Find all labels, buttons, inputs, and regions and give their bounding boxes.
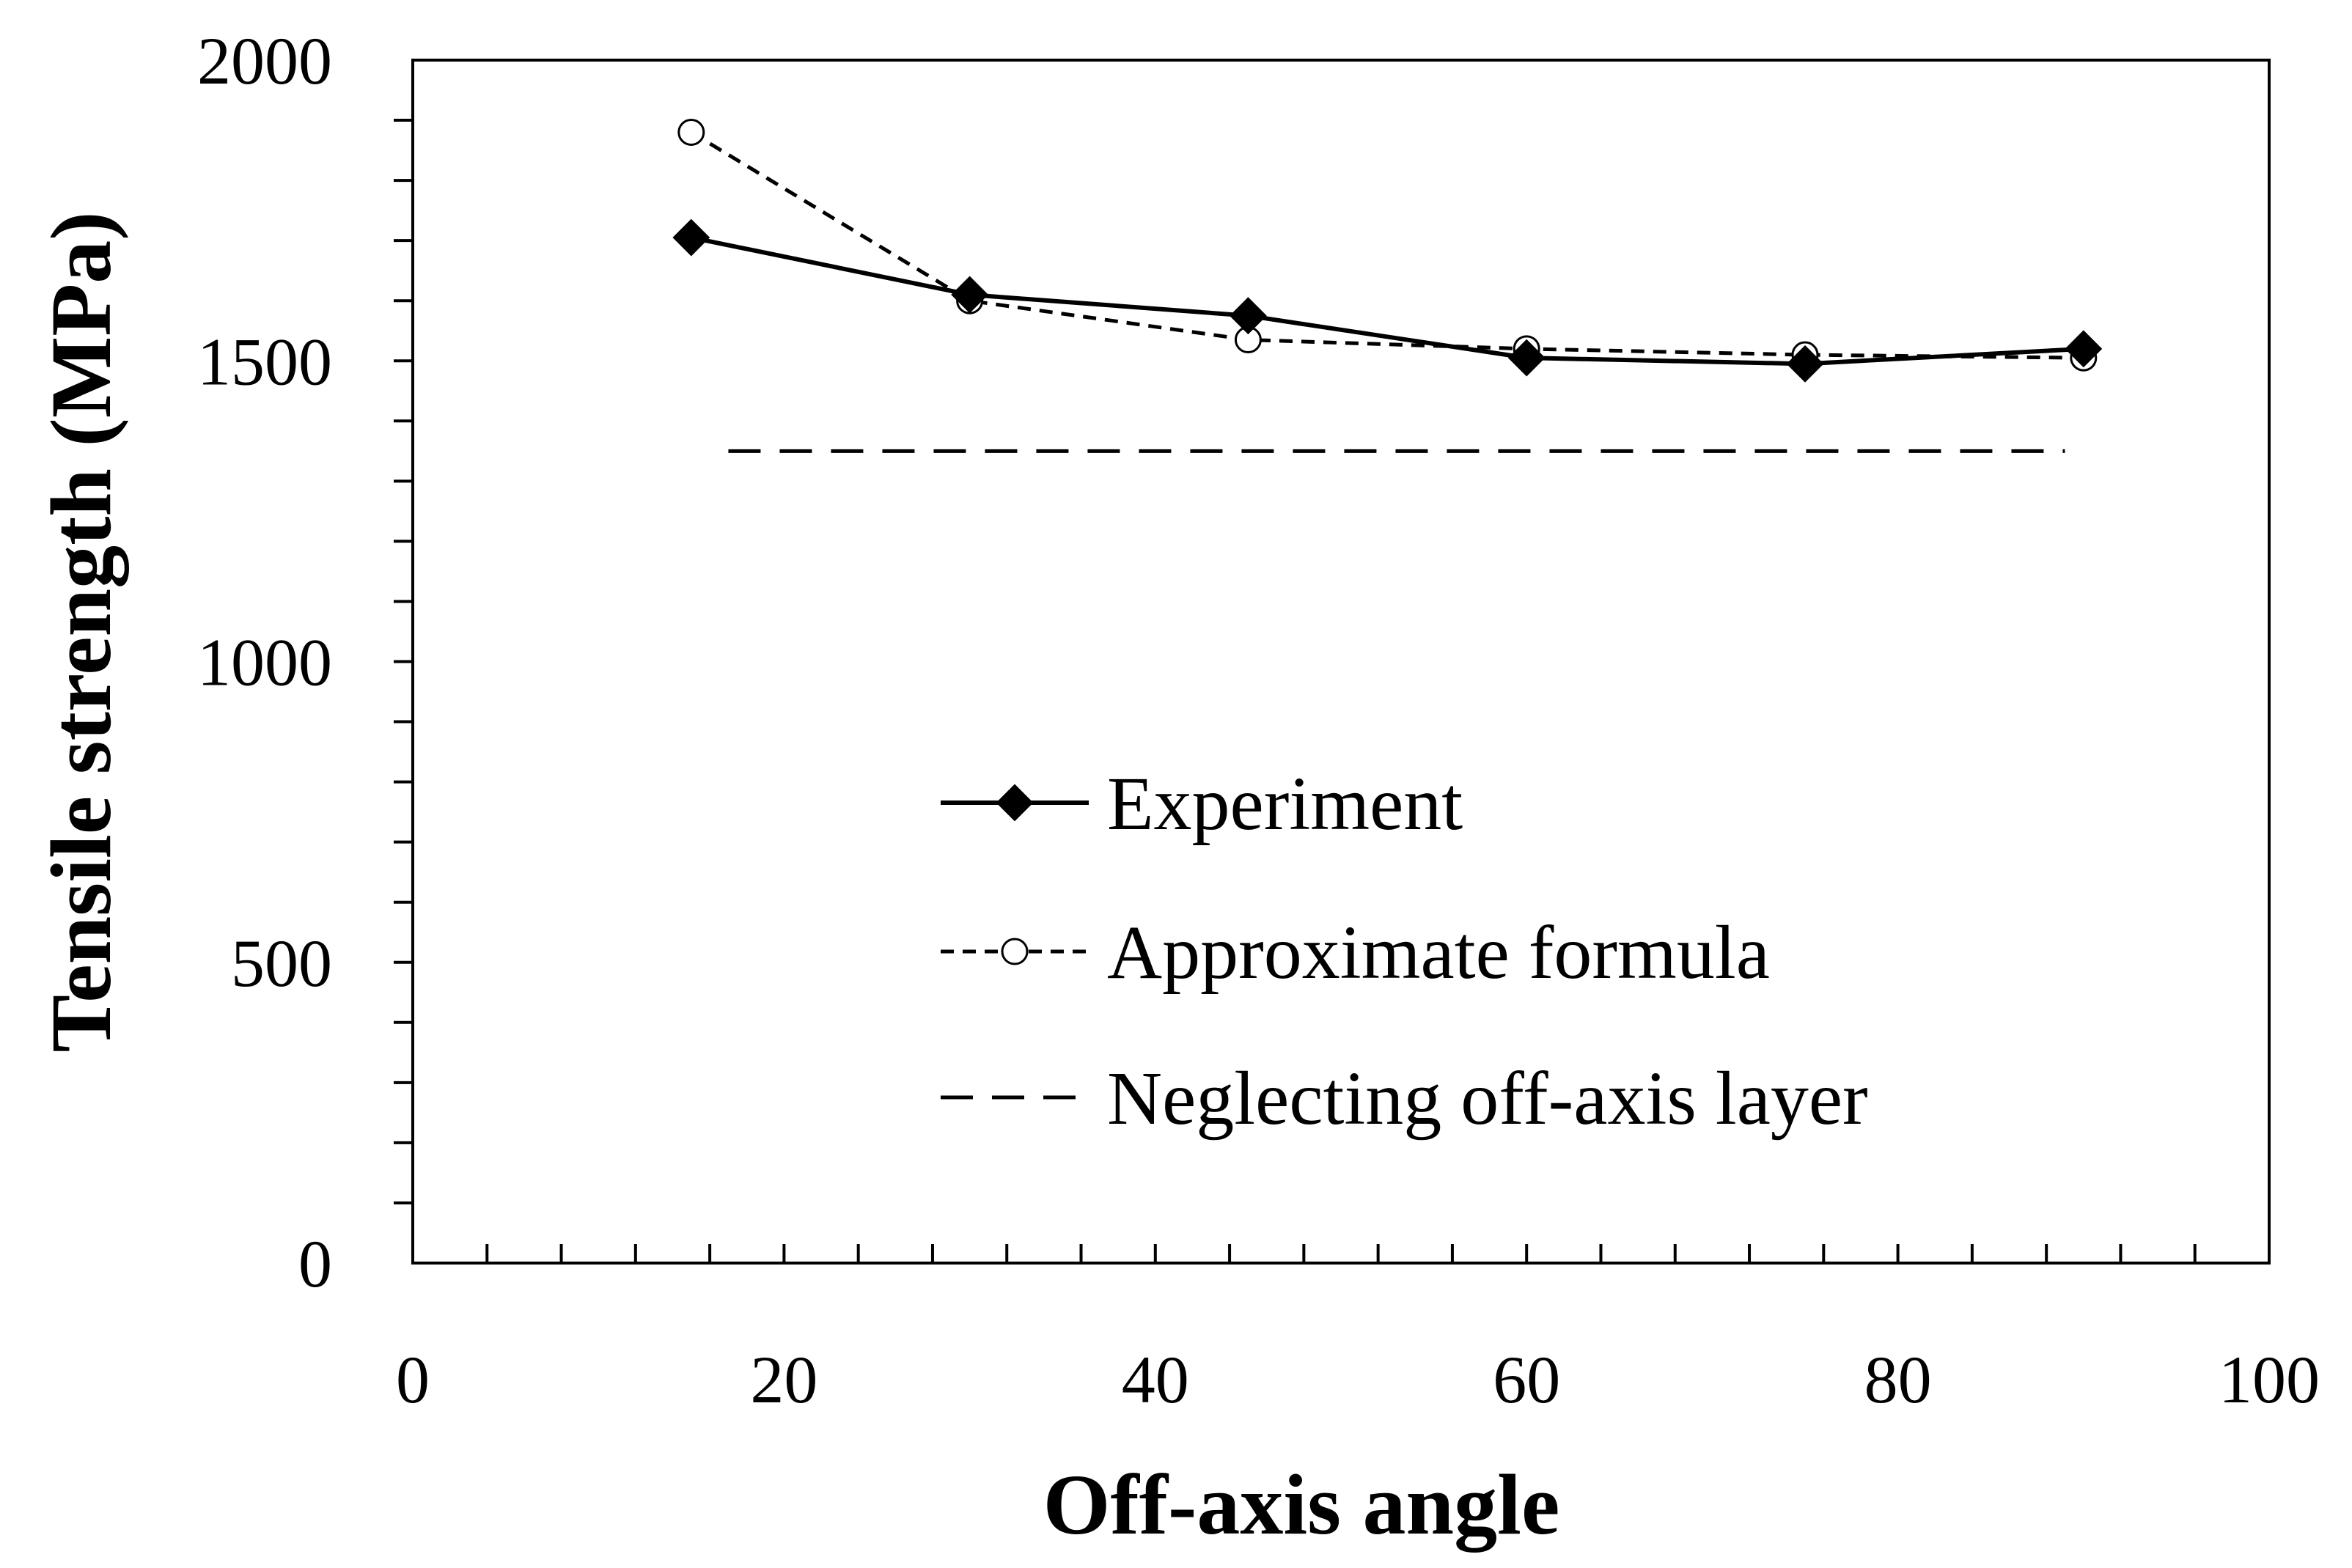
series-experiment xyxy=(672,218,2103,383)
y-axis-title: Tensile strength (MPa) xyxy=(33,211,129,1052)
y-axis-tick-labels: 0 500 1000 1500 2000 xyxy=(197,23,332,1301)
data-point xyxy=(1229,297,1267,335)
legend-item: Experiment xyxy=(941,762,1463,846)
data-series xyxy=(672,118,2103,453)
data-point xyxy=(672,218,710,257)
axis-ticks xyxy=(394,119,2197,1263)
x-tick-label: 100 xyxy=(2219,1342,2320,1417)
x-tick-label: 80 xyxy=(1864,1342,1932,1417)
legend-marker xyxy=(996,784,1034,822)
x-tick-label: 20 xyxy=(750,1342,817,1417)
data-point xyxy=(1507,339,1546,377)
legend-label: Experiment xyxy=(1107,762,1463,846)
data-point xyxy=(677,118,705,146)
data-point xyxy=(1786,345,1824,383)
data-point xyxy=(951,276,989,314)
legend-label: Neglecting off-axis layer xyxy=(1107,1056,1868,1141)
y-tick-label: 1500 xyxy=(197,324,332,399)
x-tick-label: 60 xyxy=(1493,1342,1560,1417)
legend: Experiment Approximate formula Neglecting … xyxy=(941,762,1868,1141)
legend-label: Approximate formula xyxy=(1107,910,1770,995)
y-tick-label: 0 xyxy=(298,1226,332,1301)
data-point xyxy=(2065,330,2103,368)
y-tick-label: 1000 xyxy=(197,625,332,700)
legend-marker xyxy=(1001,938,1029,965)
x-tick-label: 40 xyxy=(1122,1342,1189,1417)
x-axis-tick-labels: 0 20 40 60 80 100 xyxy=(396,1342,2320,1417)
legend-item: Approximate formula xyxy=(941,910,1770,995)
y-tick-label: 500 xyxy=(231,926,332,1001)
series-line xyxy=(691,235,2084,367)
series-approximate-formula xyxy=(677,118,2098,372)
legend-item: Neglecting off-axis layer xyxy=(941,1056,1868,1141)
y-tick-label: 2000 xyxy=(197,23,332,98)
series-line xyxy=(690,130,2084,360)
x-axis-title: Off-axis angle xyxy=(1043,1457,1560,1553)
x-tick-label: 0 xyxy=(396,1342,430,1417)
